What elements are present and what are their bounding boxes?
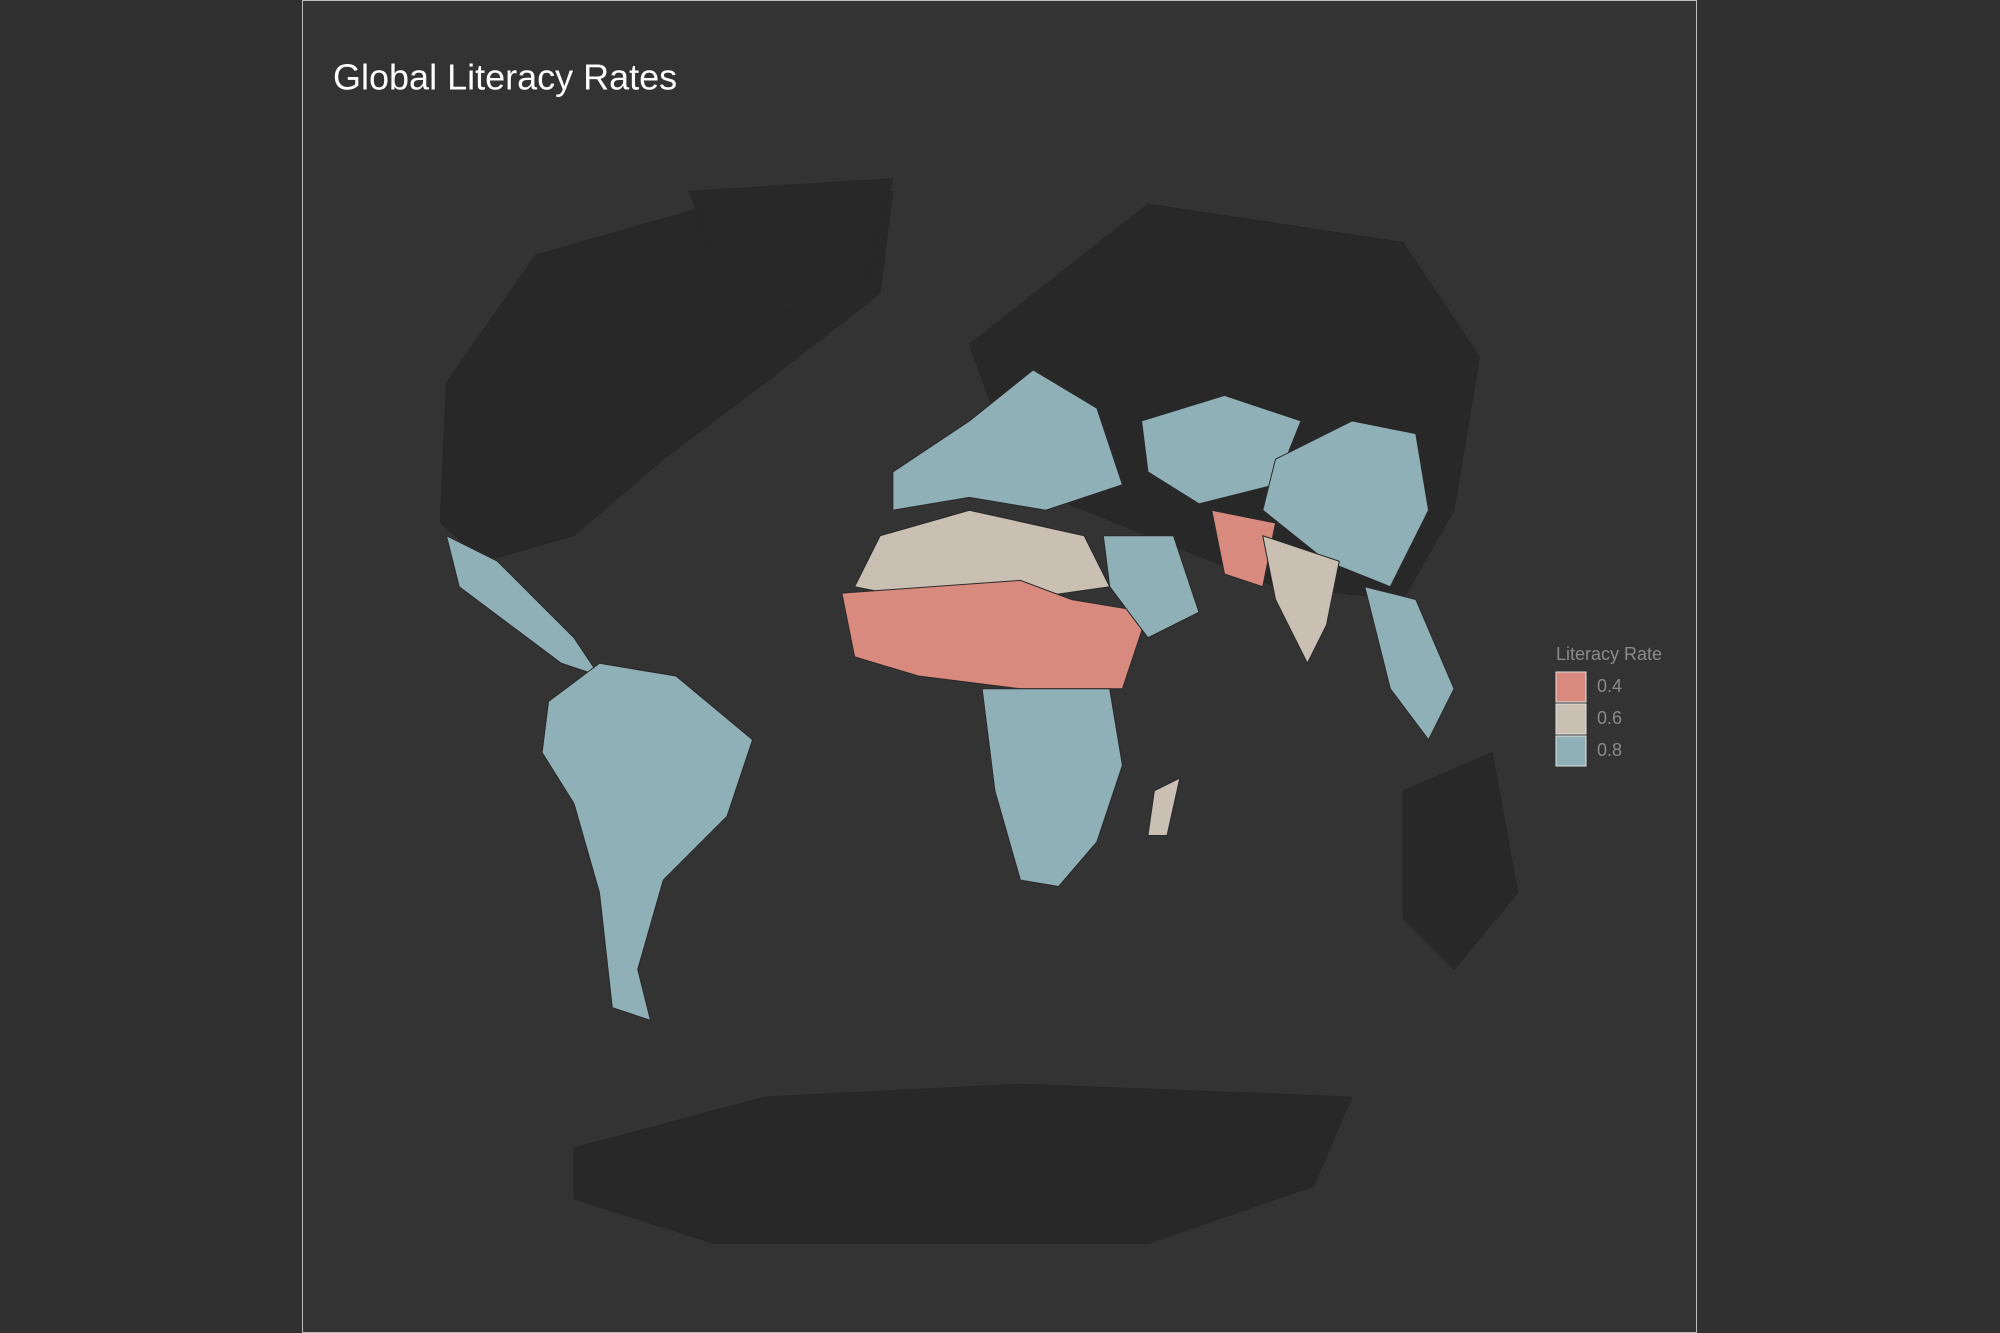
antarctica — [573, 1083, 1353, 1244]
south-west-asia — [1211, 509, 1277, 588]
legend: Literacy Rate 0.4 0.6 0.8 — [1555, 644, 1662, 767]
south-america — [541, 662, 754, 1022]
legend-key — [1555, 735, 1587, 767]
europe — [892, 369, 1124, 511]
legend-title: Literacy Rate — [1556, 644, 1662, 664]
india — [1262, 534, 1340, 665]
greenland — [688, 178, 894, 320]
china — [1262, 420, 1430, 588]
middle-east — [1102, 535, 1200, 639]
madagascar — [1147, 777, 1181, 836]
legend-key — [1555, 703, 1587, 735]
world-map — [439, 178, 1519, 1244]
map-title: Global Literacy Rates — [333, 57, 677, 98]
north-africa — [853, 509, 1111, 600]
legend-label: 0.4 — [1597, 676, 1622, 696]
sahel — [841, 579, 1149, 690]
legend-label: 0.8 — [1597, 740, 1622, 760]
southeast-asia — [1364, 586, 1455, 741]
legend-key — [1555, 671, 1587, 703]
australia — [1402, 752, 1519, 970]
southern-africa — [981, 688, 1123, 888]
legend-label: 0.6 — [1597, 708, 1622, 728]
